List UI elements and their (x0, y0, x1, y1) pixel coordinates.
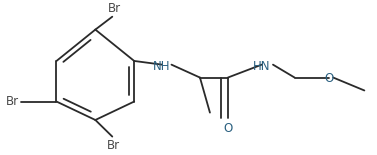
Text: Br: Br (6, 95, 19, 108)
Text: O: O (325, 73, 334, 86)
Text: HN: HN (253, 60, 270, 73)
Text: Br: Br (107, 2, 121, 15)
Text: O: O (223, 122, 233, 135)
Text: NH: NH (153, 60, 171, 73)
Text: Br: Br (106, 139, 120, 152)
